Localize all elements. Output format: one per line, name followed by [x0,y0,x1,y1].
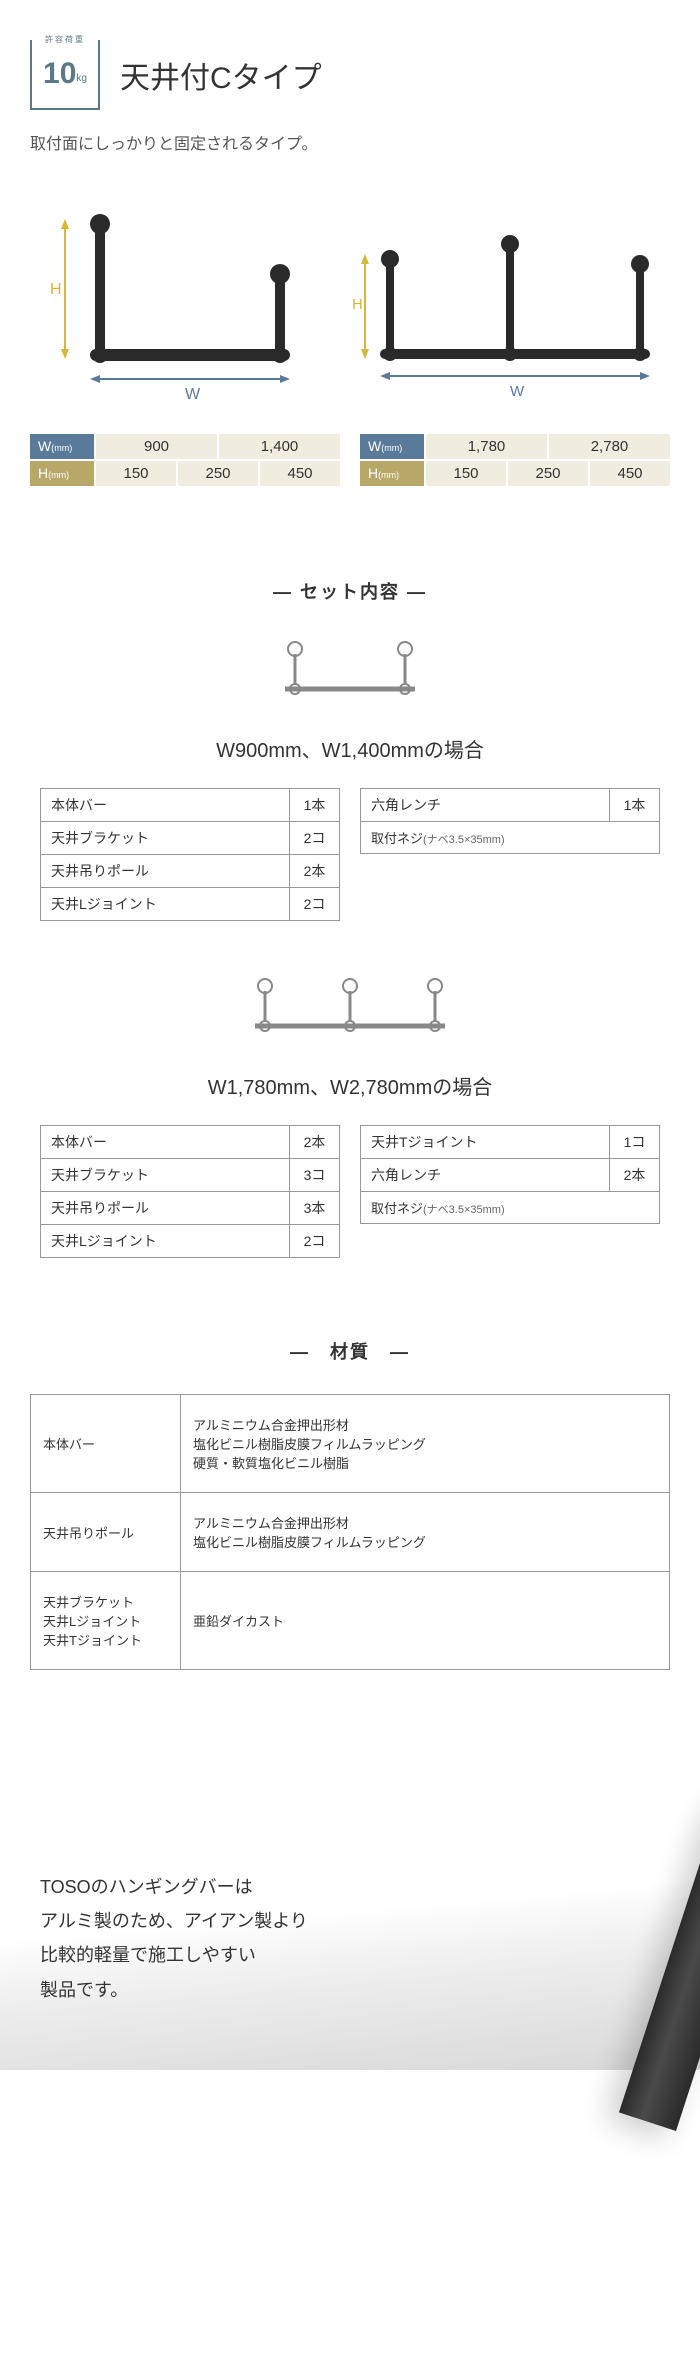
header: 許容荷重 10kg 天井付Cタイプ [0,0,700,130]
material-desc: アルミニウム合金押出形材 塩化ビニル樹脂皮膜フィルムラッピング 硬質・軟質塩化ビ… [181,1395,670,1493]
svg-text:H: H [50,281,62,298]
h-label: H(mm) [360,461,424,486]
w-label: W(mm) [30,434,94,459]
dim-cell: 1,780 [426,434,547,459]
dim-table-left: W(mm) 900 1,400 H(mm) 150 250 450 [30,434,340,488]
dim-cell: 1,400 [219,434,340,459]
parts-tables-2: 本体バー2本 天井ブラケット3コ 天井吊りポール3本 天井Lジョイント2コ 天井… [0,1125,700,1308]
dimension-tables: W(mm) 900 1,400 H(mm) 150 250 450 W(mm) … [0,434,700,548]
dim-table-right: W(mm) 1,780 2,780 H(mm) 150 250 450 [360,434,670,488]
set2-subtitle: W1,780mm、W2,780mmの場合 [0,1071,700,1100]
diagram-right: H W [350,194,670,414]
load-unit: kg [76,73,87,84]
dim-cell: 250 [508,461,588,486]
parts-table-1-right: 六角レンチ1本 取付ネジ(ナベ3.5×35mm) [360,788,660,854]
subtitle: 取付面にしっかりと固定されるタイプ。 [0,130,700,194]
svg-text:H: H [352,296,363,313]
material-name: 天井吊りポール [31,1493,181,1572]
set1-subtitle: W900mm、W1,400mmの場合 [0,734,700,763]
dim-cell: 150 [96,461,176,486]
footer: TOSOのハンギングバーは アルミ製のため、アイアン製より 比較的軽量で施工しや… [0,1750,700,2070]
parts-table-1-left: 本体バー1本 天井ブラケット2コ 天井吊りポール2本 天井Lジョイント2コ [40,788,340,921]
dim-cell: 450 [260,461,340,486]
dim-cell: 450 [590,461,670,486]
svg-text:W: W [510,383,525,400]
diagram-left: H W [30,194,330,414]
load-capacity-badge: 許容荷重 10kg [30,40,100,110]
material-name: 天井ブラケット 天井Lジョイント 天井Tジョイント [31,1572,181,1670]
dim-cell: 900 [96,434,217,459]
page-title: 天井付Cタイプ [120,53,322,97]
set-diagram-2 [0,971,700,1051]
h-label: H(mm) [30,461,94,486]
dim-cell: 2,780 [549,434,670,459]
ceiling-bar-diagram-long: H W [350,204,670,404]
load-label: 許容荷重 [41,34,89,45]
dim-cell: 250 [178,461,258,486]
parts-table-2-left: 本体バー2本 天井ブラケット3コ 天井吊りポール3本 天井Lジョイント2コ [40,1125,340,1258]
material-heading: ― 材質 ― [0,1308,700,1394]
w-label: W(mm) [360,434,424,459]
dim-cell: 150 [426,461,506,486]
material-desc: アルミニウム合金押出形材 塩化ビニル樹脂皮膜フィルムラッピング [181,1493,670,1572]
material-desc: 亜鉛ダイカスト [181,1572,670,1670]
set-contents-heading: ― セット内容 ― [0,548,700,634]
load-value: 10 [43,57,76,90]
parts-tables-1: 本体バー1本 天井ブラケット2コ 天井吊りポール2本 天井Lジョイント2コ 六角… [0,788,700,971]
footer-text: TOSOのハンギングバーは アルミ製のため、アイアン製より 比較的軽量で施工しや… [40,1870,660,2007]
svg-text:W: W [185,386,201,403]
material-name: 本体バー [31,1395,181,1493]
ceiling-bar-diagram-short: H W [40,204,320,404]
product-diagrams: H W H W [0,194,700,434]
material-table: 本体バーアルミニウム合金押出形材 塩化ビニル樹脂皮膜フィルムラッピング 硬質・軟… [30,1394,670,1670]
parts-table-2-right: 天井Tジョイント1コ 六角レンチ2本 取付ネジ(ナベ3.5×35mm) [360,1125,660,1224]
set-diagram-1 [0,634,700,714]
